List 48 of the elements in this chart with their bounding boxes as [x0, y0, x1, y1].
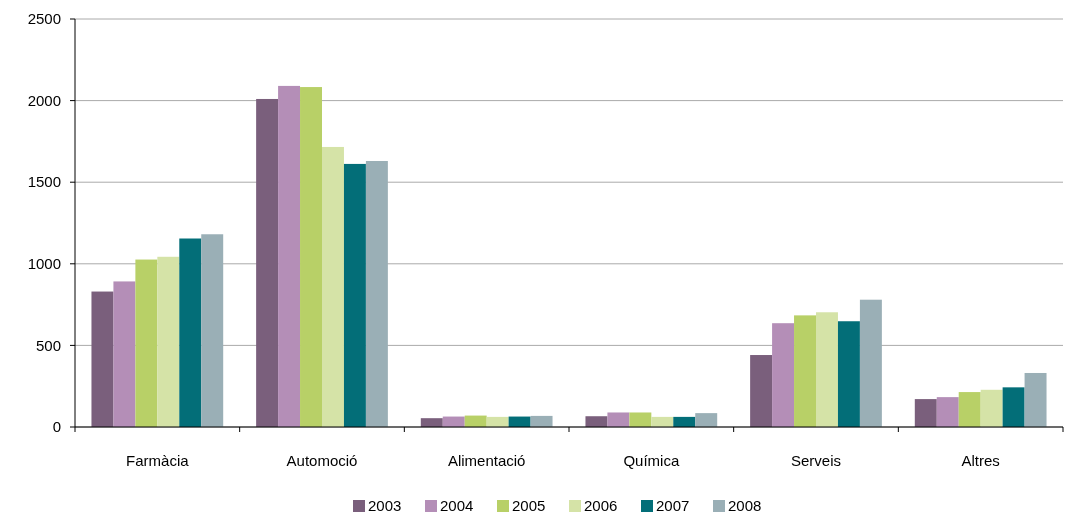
- x-tick-label: Serveis: [790, 452, 842, 469]
- bar: [179, 238, 202, 427]
- bar: [607, 412, 630, 427]
- y-tick-label: 1500: [27, 173, 61, 191]
- y-tick-label: 1000: [27, 255, 61, 273]
- y-tick-label: 2500: [27, 10, 61, 28]
- bar: [794, 315, 816, 427]
- bar: [343, 163, 366, 427]
- bar: [629, 412, 652, 427]
- legend-label: 2007: [656, 497, 690, 514]
- bar: [300, 87, 322, 427]
- bar: [980, 389, 1003, 427]
- legend-label: 2005: [512, 497, 546, 514]
- legend-label: 2003: [368, 497, 402, 514]
- bar: [201, 234, 224, 427]
- bar: [157, 256, 180, 427]
- bar: [695, 413, 718, 427]
- legend-label: 2008: [728, 497, 762, 514]
- y-tick-label: 0: [52, 418, 61, 436]
- bar: [322, 146, 344, 427]
- x-tick-label: Farmàcia: [126, 452, 190, 469]
- bar: [113, 281, 136, 427]
- bar: [837, 321, 860, 427]
- bar: [278, 85, 301, 427]
- bar: [1002, 387, 1025, 427]
- bar: [750, 355, 773, 427]
- bar: [365, 160, 388, 427]
- y-tick-label: 500: [35, 336, 61, 354]
- x-tick-label: Altres: [961, 452, 1000, 469]
- bar: [772, 323, 795, 427]
- bar: [914, 399, 937, 427]
- bar: [135, 259, 158, 427]
- legend-label: 2004: [440, 497, 474, 514]
- bar: [91, 291, 114, 427]
- x-tick-label: Automoció: [286, 452, 358, 469]
- bar: [1024, 372, 1047, 427]
- bar: [256, 98, 279, 427]
- bar: [958, 392, 981, 427]
- bar: [420, 418, 443, 427]
- y-tick-label: 2000: [27, 91, 61, 109]
- bar: [936, 397, 959, 427]
- bar: [816, 312, 838, 427]
- x-tick-label: Alimentació: [447, 452, 526, 469]
- bar: [585, 416, 608, 427]
- bar: [859, 299, 882, 427]
- bar: [530, 415, 553, 427]
- legend-label: 2006: [584, 497, 618, 514]
- x-tick-label: Química: [623, 452, 680, 469]
